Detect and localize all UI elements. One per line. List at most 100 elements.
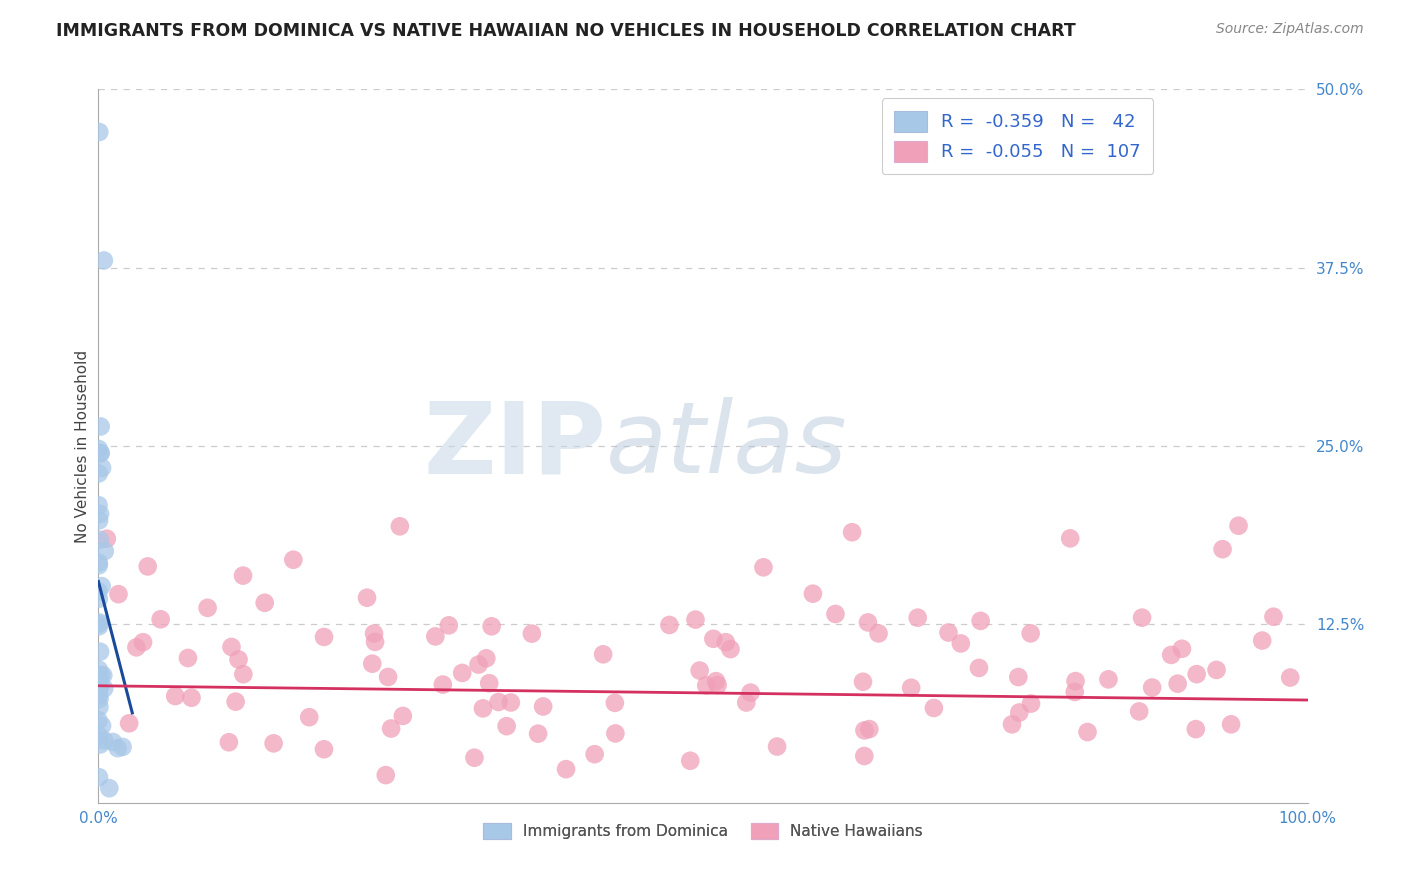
- Point: [89, 446, 111, 460]
- Point: [478, 676, 501, 690]
- Point: [89, 673, 111, 687]
- Point: [702, 632, 724, 646]
- Point: [967, 661, 990, 675]
- Point: [136, 559, 159, 574]
- Point: [1063, 685, 1085, 699]
- Point: [467, 657, 489, 672]
- Point: [197, 600, 219, 615]
- Point: [93, 733, 115, 747]
- Point: [499, 696, 522, 710]
- Point: [603, 696, 626, 710]
- Point: [605, 726, 627, 740]
- Point: [1097, 673, 1119, 687]
- Point: [432, 677, 454, 691]
- Point: [225, 695, 247, 709]
- Point: [531, 699, 554, 714]
- Point: [221, 640, 243, 654]
- Point: [471, 701, 494, 715]
- Point: [907, 610, 929, 624]
- Point: [488, 695, 510, 709]
- Point: [263, 736, 285, 750]
- Point: [89, 645, 111, 659]
- Point: [679, 754, 702, 768]
- Point: [298, 710, 321, 724]
- Text: ZIP: ZIP: [423, 398, 606, 494]
- Point: [1171, 641, 1194, 656]
- Point: [766, 739, 789, 754]
- Point: [714, 635, 737, 649]
- Point: [1263, 609, 1285, 624]
- Point: [87, 591, 110, 606]
- Point: [481, 619, 503, 633]
- Point: [1205, 663, 1227, 677]
- Point: [87, 617, 110, 632]
- Point: [89, 700, 111, 714]
- Point: [1130, 610, 1153, 624]
- Point: [89, 692, 111, 706]
- Point: [868, 626, 890, 640]
- Point: [706, 678, 728, 692]
- Point: [689, 664, 711, 678]
- Point: [388, 519, 411, 533]
- Point: [87, 513, 110, 527]
- Point: [1160, 648, 1182, 662]
- Point: [695, 678, 717, 692]
- Point: [824, 607, 846, 621]
- Point: [1128, 705, 1150, 719]
- Point: [1212, 542, 1234, 557]
- Point: [1251, 633, 1274, 648]
- Point: [132, 635, 155, 649]
- Point: [1001, 717, 1024, 731]
- Point: [107, 741, 129, 756]
- Point: [592, 648, 614, 662]
- Point: [93, 253, 115, 268]
- Point: [283, 552, 305, 566]
- Point: [949, 636, 972, 650]
- Point: [900, 681, 922, 695]
- Point: [228, 652, 250, 666]
- Text: Source: ZipAtlas.com: Source: ZipAtlas.com: [1216, 22, 1364, 37]
- Point: [1019, 697, 1042, 711]
- Point: [94, 544, 117, 558]
- Point: [374, 768, 396, 782]
- Point: [89, 615, 111, 630]
- Point: [232, 568, 254, 582]
- Point: [89, 738, 111, 752]
- Point: [658, 618, 681, 632]
- Point: [111, 739, 134, 754]
- Point: [1185, 722, 1208, 736]
- Point: [90, 419, 112, 434]
- Point: [1185, 667, 1208, 681]
- Point: [451, 665, 474, 680]
- Point: [107, 587, 129, 601]
- Point: [93, 681, 115, 696]
- Point: [853, 749, 876, 764]
- Point: [856, 615, 879, 630]
- Point: [89, 533, 111, 547]
- Point: [555, 762, 578, 776]
- Point: [852, 674, 875, 689]
- Point: [218, 735, 240, 749]
- Point: [922, 701, 945, 715]
- Point: [87, 558, 110, 573]
- Point: [89, 125, 111, 139]
- Point: [180, 690, 202, 705]
- Point: [1076, 725, 1098, 739]
- Point: [801, 587, 824, 601]
- Point: [425, 629, 447, 643]
- Point: [101, 735, 124, 749]
- Point: [89, 679, 111, 693]
- Point: [89, 507, 111, 521]
- Point: [89, 680, 111, 694]
- Point: [87, 663, 110, 677]
- Point: [1279, 671, 1302, 685]
- Point: [720, 642, 742, 657]
- Point: [841, 525, 863, 540]
- Point: [704, 674, 727, 689]
- Point: [356, 591, 378, 605]
- Point: [463, 750, 485, 764]
- Point: [165, 689, 187, 703]
- Point: [177, 651, 200, 665]
- Point: [87, 689, 110, 703]
- Point: [364, 635, 387, 649]
